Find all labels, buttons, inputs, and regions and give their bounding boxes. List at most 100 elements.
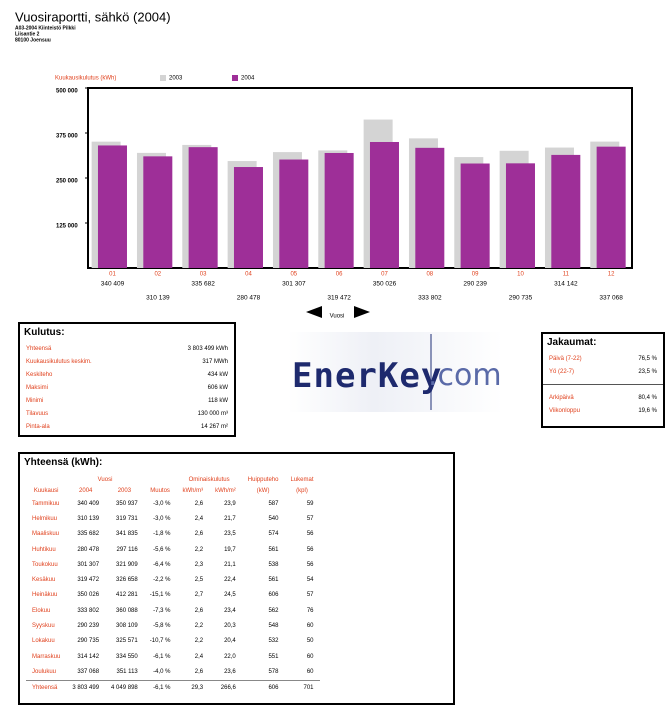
table-cell: 23,9	[224, 500, 236, 507]
column-header-row: Kuukausi 2004 2003 Muutos kWh/m³ kWh/m² (kW) (k…	[26, 485, 320, 496]
table-cell: Tammikuu	[32, 500, 60, 507]
table-cell: Kesäkuu	[32, 577, 56, 584]
table-cell: -4,0 %	[153, 668, 171, 675]
row-label: Päivä (7-22)	[549, 355, 582, 362]
row-value: 130 000 m³	[197, 410, 228, 417]
table-cell: 561	[268, 546, 279, 553]
x-tick-label: 04	[245, 272, 252, 278]
table-cell: 24,5	[224, 592, 236, 599]
jakaumat-box: Jakaumat: Päivä (7-22) 76,5 % Yö (22-7) 23,5…	[541, 332, 665, 428]
prev-year-arrow[interactable]	[306, 306, 322, 318]
table-cell: -5,6 %	[153, 546, 171, 553]
table-cell: 2,2	[194, 546, 204, 553]
table-cell: 22,0	[224, 653, 236, 660]
table-cell: 56	[306, 561, 314, 568]
table-cell: 2,7	[194, 592, 204, 599]
table-row: Lokakuu 290 735 325 571 -10,7 % 2,2 20,4 532 50	[26, 634, 320, 649]
row-label: Minimi	[26, 397, 44, 404]
table-cell: 60	[306, 653, 314, 660]
kulutus-row: Tilavuus 130 000 m³	[20, 407, 234, 420]
table-cell: 22,4	[224, 577, 236, 584]
table-cell: Syyskuu	[32, 623, 55, 630]
kulutus-row: Maksimi 606 kW	[20, 381, 234, 394]
group-header: Ominaiskulutus	[188, 476, 230, 483]
report-line: Liisantie 2	[15, 31, 40, 37]
table-cell: Helmikuu	[32, 515, 58, 522]
table-cell: 325 571	[116, 638, 138, 645]
table-cell: Elokuu	[32, 607, 51, 614]
bar	[233, 167, 263, 268]
group-header: Huipputeho	[247, 476, 279, 483]
row-label: Yhteensä	[26, 345, 52, 352]
kulutus-box: Kulutus: Yhteensä 3 803 499 kWh Kuukausikul…	[18, 322, 236, 437]
table-cell: -10,7 %	[149, 638, 171, 645]
row-label: Keskiteho	[26, 371, 53, 378]
column-header: kWh/m³	[182, 487, 204, 494]
row-label: Pinta-ala	[26, 423, 50, 430]
table-cell: 321 909	[116, 561, 138, 568]
table-cell: 23,5	[224, 531, 236, 538]
table-cell: Lokakuu	[32, 638, 55, 645]
table-cell: 301 307	[77, 561, 100, 568]
table-cell: 2,4	[194, 653, 204, 660]
jakaumat-row: Päivä (7-22) 76,5 %	[543, 352, 663, 365]
table-cell: 2,6	[194, 668, 204, 675]
next-year-arrow[interactable]	[354, 306, 370, 318]
x-tick-label: 07	[381, 272, 388, 278]
column-header: 2004	[79, 487, 93, 494]
table-cell: -6,4 %	[153, 561, 171, 568]
x-tick-label: 11	[563, 272, 570, 278]
bar	[551, 154, 581, 268]
table-cell: -6,1 %	[143, 679, 177, 696]
x-tick-label: 05	[290, 272, 297, 278]
y-tick-label: 250 000	[56, 179, 78, 185]
row-value: 434 kW	[207, 371, 228, 378]
table-cell: 326 658	[116, 577, 138, 584]
logo-divider	[430, 334, 432, 410]
logo-background	[288, 332, 503, 412]
table-cell: Joulukuu	[32, 668, 57, 675]
table-cell: 2,6	[194, 500, 204, 507]
table-cell: 20,4	[224, 638, 236, 645]
bar	[505, 163, 535, 268]
table-cell: 297 116	[116, 546, 138, 553]
value-label: 319 472	[327, 295, 351, 302]
table-cell: 360 088	[116, 607, 138, 614]
table-cell: 280 478	[77, 546, 100, 553]
value-label: 340 409	[101, 281, 125, 288]
bar	[324, 152, 354, 268]
table-cell: -7,3 %	[153, 607, 171, 614]
legend-swatch	[160, 75, 166, 81]
logo-name: EnerKey	[292, 356, 443, 396]
x-tick-label: 03	[200, 272, 207, 278]
table-cell: -2,2 %	[153, 577, 171, 584]
table-cell: 540	[268, 515, 279, 522]
box-title: Jakaumat:	[547, 337, 597, 348]
table-cell: 20,3	[224, 623, 236, 630]
table-row: Marraskuu 314 142 334 550 -6,1 % 2,4 22,0 551 6…	[26, 649, 320, 664]
table-cell: 2,6	[194, 531, 204, 538]
row-value: 14 267 m²	[200, 423, 228, 430]
table-cell: 2,4	[194, 515, 204, 522]
column-header: 2003	[117, 487, 132, 494]
x-tick-label: 09	[472, 272, 479, 278]
logo: EnerKey .com	[288, 332, 503, 412]
row-label: Yö (22-7)	[549, 368, 575, 375]
value-label: 301 307	[282, 281, 306, 288]
kulutus-row: Minimi 118 kW	[20, 394, 234, 407]
table-cell: 56	[306, 546, 314, 553]
table-cell: 2,3	[194, 561, 204, 568]
table-cell: 2,6	[194, 607, 204, 614]
table-cell: 59	[306, 500, 314, 507]
column-header: Kuukausi	[33, 487, 59, 494]
table-cell: 334 550	[116, 653, 138, 660]
kulutus-row: Yhteensä 3 803 499 kWh	[20, 342, 234, 355]
table-cell: Maaliskuu	[32, 531, 60, 538]
legend-label: 2003	[169, 76, 183, 82]
box-title: Kulutus:	[24, 327, 65, 338]
table-cell: 412 281	[116, 592, 138, 599]
jakaumat-row: Viikonloppu 19,6 %	[543, 404, 663, 417]
table-cell: 538	[268, 561, 279, 568]
x-tick-label: 12	[608, 272, 615, 278]
group-header-row: Vuosi Ominaiskulutus Huipputeho Lukemat	[26, 474, 320, 485]
